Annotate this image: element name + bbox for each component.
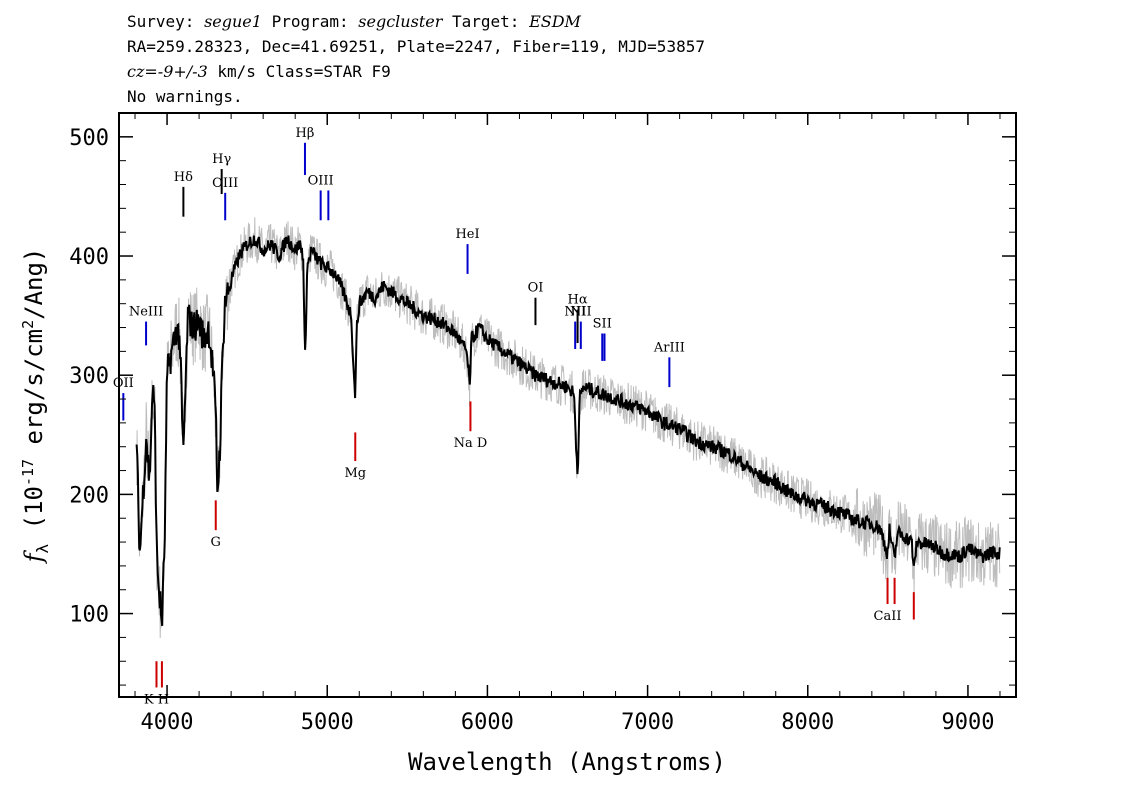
y-axis-title: fλ (10-17 erg/s/cm2/Ang) [19,248,52,565]
header-line-4: No warnings. [127,87,243,106]
header-line-1: Survey: segue1 Program: segcluster Targe… [127,12,581,32]
y-axis-units: erg/s/cm [20,329,48,459]
y-tick-label: 200 [69,483,109,508]
smoothed-flux-line [135,235,1001,627]
line-label: ArIII [653,340,685,355]
x-tick-label: 6000 [461,710,514,735]
y-tick-label: 500 [69,126,109,151]
line-label: Na D [454,436,488,451]
line-label: Mg [344,466,366,481]
y-tick-label: 400 [69,245,109,270]
axis-ticks: 4000 5000 6000 7000 8000 9000 100 200 300 400 500 [69,112,1016,735]
line-label: SII [593,316,612,331]
line-label: K H [144,692,169,707]
line-label: CaII [874,609,902,624]
spectral-line-markers: OIINeIIIHδHγOIIIHβOIIIHeIOINIIHαNIISIIAr… [113,126,915,707]
x-tick-label: 9000 [941,710,994,735]
line-label: OI [528,281,544,296]
line-label: OIII [212,176,238,191]
line-label: Hδ [174,170,193,185]
x-tick-label: 4000 [141,710,194,735]
target-value: ESDM [529,12,581,31]
x-axis-title: Wavelength (Angstroms) [408,748,726,776]
line-label: Hβ [296,126,315,141]
smoothed-flux-layer [135,235,1001,627]
cz-value: -9+/-3 [157,62,208,81]
raw-flux-layer [136,217,1001,639]
line-label: Hα [568,293,588,308]
y-axis-lambda: λ [33,543,52,553]
line-label: OII [113,376,134,391]
line-label: HeI [455,227,479,242]
cz-label: cz= [127,62,158,81]
line-label: G [211,535,221,550]
y-tick-label: 100 [69,603,109,628]
y-axis-open: (10 [20,486,48,544]
line-label: NII [564,305,586,320]
program-value: segcluster [358,12,443,31]
line-label: Hγ [212,152,231,167]
target-label: Target: [452,12,520,31]
program-label: Program: [271,12,349,31]
x-tick-label: 8000 [781,710,834,735]
survey-label: Survey: [127,12,195,31]
plot-frame [118,112,1017,698]
header-line-3: cz=-9+/-3 km/s Class=STAR F9 [127,62,391,82]
y-axis-end: /Ang) [20,248,48,320]
line-label: NII [570,305,592,320]
x-tick-label: 7000 [621,710,674,735]
y-axis-exp2: 2 [19,320,37,329]
line-label: OIII [308,173,334,188]
line-label: NeIII [129,305,163,320]
x-tick-label: 5000 [301,710,354,735]
raw-flux-line [136,217,1001,639]
header-line-2: RA=259.28323, Dec=41.69251, Plate=2247, … [127,37,705,56]
y-axis-exp: -17 [19,459,37,486]
survey-value: segue1 [204,12,262,31]
y-tick-label: 300 [69,364,109,389]
class-text: km/s Class=STAR F9 [207,62,391,81]
